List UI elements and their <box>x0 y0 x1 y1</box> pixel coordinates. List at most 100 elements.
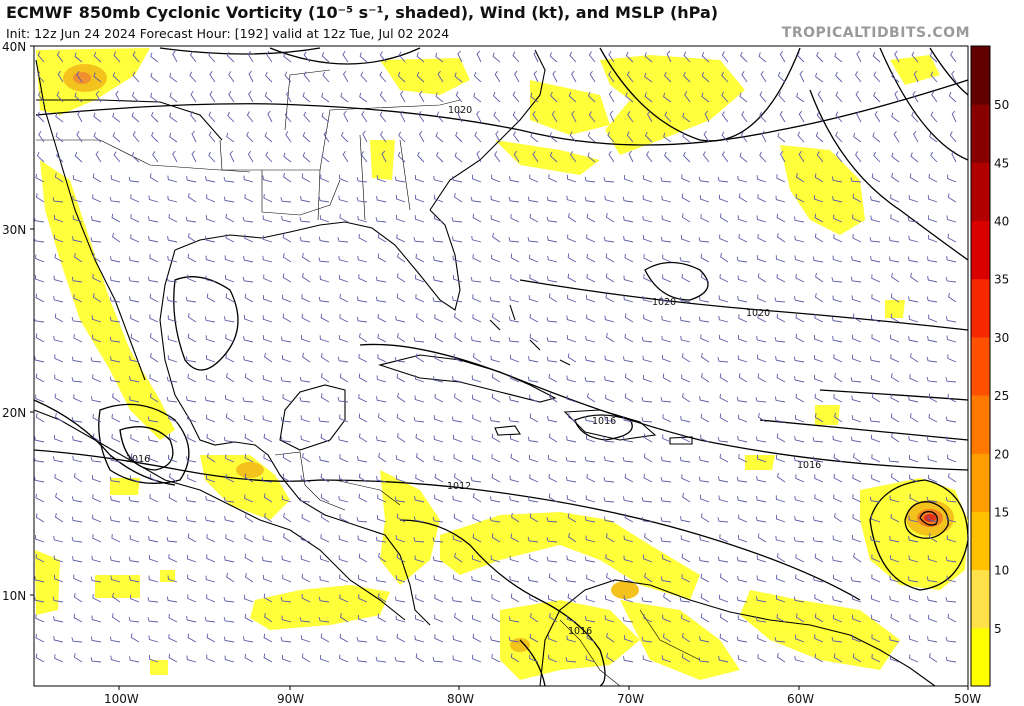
colorbar-tick-label: 15 <box>994 505 1009 519</box>
wind-barb <box>756 575 767 583</box>
wind-barb <box>737 615 748 623</box>
wind-barb <box>187 474 197 483</box>
wind-barb <box>908 454 919 463</box>
wind-barb <box>223 597 235 603</box>
wind-barb <box>472 254 482 263</box>
wind-barb <box>643 533 653 543</box>
wind-barb <box>624 313 634 323</box>
wind-barb <box>356 196 368 203</box>
wind-barb <box>320 373 330 383</box>
wind-barb <box>551 110 558 123</box>
wind-barb <box>757 373 767 383</box>
wind-barb <box>852 534 862 543</box>
wind-barb <box>622 456 634 463</box>
wind-barb <box>680 335 691 343</box>
wind-barb <box>37 111 45 123</box>
wind-barb <box>871 314 881 323</box>
wind-barb <box>909 173 919 183</box>
wind-barb <box>261 556 273 563</box>
wind-barb <box>474 131 482 143</box>
wind-barb <box>356 176 368 183</box>
wind-barb <box>130 314 140 323</box>
wind-barb <box>512 91 520 103</box>
wind-barb <box>343 110 349 123</box>
wind-barb <box>129 416 140 423</box>
wind-barb <box>663 132 672 143</box>
wind-barb <box>855 90 862 103</box>
wind-barb <box>54 173 64 183</box>
wind-barb <box>509 575 520 583</box>
wind-barb <box>262 335 273 343</box>
wind-barb <box>53 616 64 623</box>
wind-barb <box>264 132 273 143</box>
isobar-sam <box>399 519 606 687</box>
wind-barb <box>913 130 919 143</box>
wind-barb <box>209 91 216 103</box>
wind-barb <box>90 237 102 243</box>
wind-barb <box>415 653 425 663</box>
wind-barb <box>642 195 653 203</box>
vorticity-blob <box>380 470 440 585</box>
wind-barb <box>299 217 311 223</box>
wind-barb <box>434 494 444 503</box>
wind-barb <box>566 436 577 443</box>
wind-barb <box>112 232 121 243</box>
wind-barb <box>339 293 349 303</box>
wind-barb <box>951 110 957 123</box>
wind-barb <box>34 596 45 603</box>
wind-barb <box>700 253 710 263</box>
wind-barb <box>833 214 843 223</box>
wind-barb <box>608 90 615 103</box>
wind-barb <box>319 654 330 663</box>
wind-barb <box>852 214 862 223</box>
isobar-1012 <box>33 449 861 601</box>
wind-barb <box>376 375 387 383</box>
wind-barb <box>265 151 273 163</box>
wind-barb <box>852 614 862 623</box>
wind-barb <box>548 373 558 383</box>
wind-barb <box>546 537 558 543</box>
wind-barb <box>53 555 64 563</box>
wind-barb <box>814 634 824 643</box>
wind-barb <box>527 237 539 243</box>
wind-barb <box>90 576 102 583</box>
wind-barb <box>321 52 330 63</box>
wind-barb <box>532 110 539 123</box>
wind-barb <box>928 173 938 183</box>
wind-barb <box>395 214 406 223</box>
wind-barb <box>852 474 862 483</box>
wind-barb <box>835 71 843 83</box>
wind-barb <box>190 111 197 123</box>
vorticity-blob <box>150 660 168 675</box>
wind-barb <box>814 613 824 623</box>
wind-barb <box>91 216 102 223</box>
wind-barb <box>813 354 824 363</box>
wind-barb <box>548 573 558 583</box>
vorticity-blob <box>250 585 390 630</box>
wind-barb <box>396 553 406 563</box>
wind-barb <box>375 296 387 303</box>
wind-barb <box>244 613 254 623</box>
wind-barb <box>622 196 634 203</box>
wind-barb <box>854 71 862 83</box>
colorbar-tick-label: 50 <box>994 98 1009 112</box>
wind-barb <box>54 393 64 403</box>
wind-barb <box>680 415 691 423</box>
wind-barb <box>223 316 235 323</box>
wind-barb <box>890 373 900 383</box>
wind-barb <box>833 614 843 623</box>
wind-barb <box>756 596 767 603</box>
wind-barb <box>130 453 140 463</box>
wind-barb <box>280 416 292 423</box>
wind-barb <box>377 593 387 603</box>
wind-barb <box>721 131 729 143</box>
wind-barb <box>776 174 786 183</box>
wind-barb <box>167 255 178 263</box>
wind-barb <box>779 50 786 63</box>
wind-barb <box>548 654 558 663</box>
wind-barb <box>757 654 767 663</box>
wind-barb <box>418 90 425 103</box>
wind-barb <box>92 534 102 543</box>
wind-barb <box>223 176 235 183</box>
wind-barb <box>338 495 349 503</box>
